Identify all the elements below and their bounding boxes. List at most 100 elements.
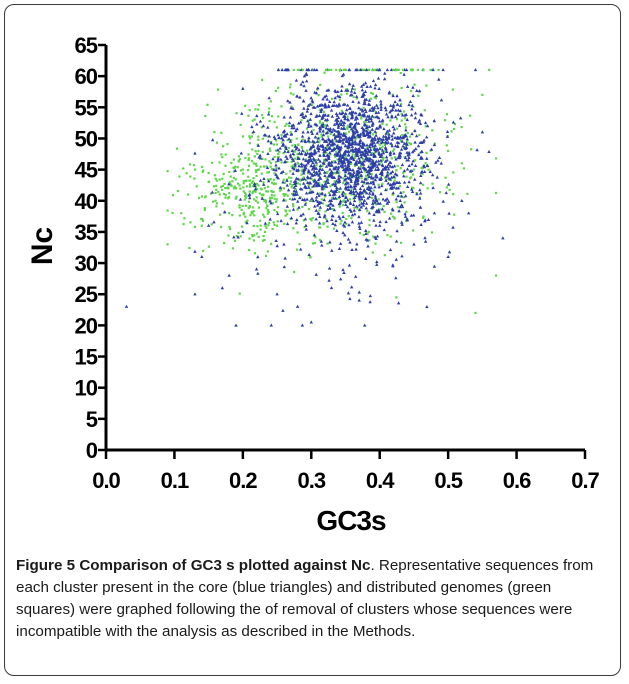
cloud-point-green: [325, 217, 328, 220]
cloud-point-blue: [308, 176, 313, 180]
cloud-point-green: [238, 158, 242, 161]
cloud-point-blue: [331, 203, 335, 207]
cloud-point-green: [381, 182, 384, 185]
cloud-point-blue: [359, 150, 363, 154]
cloud-point-blue: [358, 186, 363, 190]
cloud-point-blue: [344, 108, 349, 112]
cloud-point-green: [396, 164, 399, 168]
cloud-point-blue: [297, 148, 301, 152]
cloud-point-green: [242, 186, 245, 189]
y-tick-label: 35: [75, 220, 98, 245]
cloud-point-blue: [320, 167, 325, 171]
cloud-point-blue: [390, 169, 395, 173]
cloud-point-green: [267, 211, 271, 214]
cloud-point-blue: [393, 144, 398, 148]
cloud-point-blue: [400, 194, 404, 198]
data-point-series-0: [316, 211, 320, 215]
cloud-point-blue: [311, 161, 315, 165]
cap-point-green: [301, 68, 304, 72]
cloud-point-blue: [373, 83, 378, 87]
cloud-point-blue: [301, 157, 306, 161]
cloud-point-blue: [361, 162, 366, 166]
cloud-point-green: [393, 177, 396, 180]
data-point-series-1: [296, 162, 299, 165]
cloud-point-blue: [400, 139, 404, 143]
cloud-point-blue: [384, 147, 388, 151]
cloud-point-blue: [369, 119, 374, 123]
cloud-point-green: [368, 224, 371, 227]
cloud-point-blue: [417, 89, 422, 93]
cloud-point-green: [345, 217, 348, 221]
cloud-point-green: [402, 134, 405, 137]
cloud-point-green: [367, 145, 370, 148]
cloud-point-blue: [400, 205, 405, 209]
cloud-point-blue: [368, 84, 373, 88]
cloud-point-blue: [419, 112, 423, 116]
cloud-point-green: [382, 156, 385, 159]
cloud-point-blue: [451, 225, 455, 229]
cloud-point-blue: [357, 195, 361, 199]
data-point-series-1: [323, 124, 327, 128]
cloud-point-green: [266, 135, 270, 138]
data-point-series-0: [466, 211, 471, 215]
data-point-series-1: [426, 187, 429, 190]
cloud-point-blue: [293, 162, 297, 166]
cloud-point-blue: [357, 203, 362, 207]
cloud-point-green: [257, 108, 260, 111]
cloud-point-green: [262, 213, 265, 216]
cloud-point-blue: [372, 105, 377, 109]
cloud-point-blue: [301, 80, 305, 84]
cloud-point-green: [382, 158, 385, 162]
cloud-point-green: [383, 210, 386, 214]
cloud-point-blue: [346, 181, 350, 185]
cloud-point-green: [450, 130, 453, 133]
cloud-point-green: [379, 163, 382, 166]
cloud-point-green: [261, 239, 265, 242]
cloud-point-blue: [368, 294, 373, 298]
cloud-point-blue: [446, 182, 451, 186]
cloud-point-blue: [404, 128, 408, 132]
cloud-point-blue: [309, 124, 313, 128]
cloud-point-green: [383, 143, 387, 147]
cloud-point-blue: [403, 132, 408, 137]
cloud-point-blue: [374, 110, 378, 115]
cloud-point-blue: [372, 218, 376, 222]
cloud-point-green: [452, 171, 455, 174]
cloud-point-green: [386, 132, 390, 135]
cloud-point-green: [330, 97, 334, 100]
cloud-point-green: [222, 192, 226, 196]
cloud-point-blue: [286, 149, 290, 154]
cloud-point-blue: [373, 194, 378, 198]
cloud-point-blue: [265, 165, 270, 170]
cloud-point-blue: [373, 143, 377, 147]
cloud-point-blue: [375, 259, 379, 264]
cloud-point-green: [290, 186, 293, 189]
cloud-point-green: [292, 227, 295, 230]
cloud-point-blue: [399, 147, 404, 151]
cloud-point-blue: [359, 155, 364, 159]
cloud-point-green: [183, 217, 186, 220]
x-tick-label: 0.5: [434, 468, 462, 493]
cloud-point-green: [235, 112, 238, 115]
cloud-point-green: [359, 165, 363, 168]
cloud-point-blue: [348, 240, 352, 244]
cloud-point-green: [280, 134, 283, 137]
cloud-point-green: [251, 180, 255, 183]
cloud-point-blue: [335, 179, 339, 183]
cloud-point-blue: [367, 119, 371, 123]
cloud-point-blue: [362, 143, 366, 147]
cloud-point-blue: [375, 175, 379, 179]
cloud-point-green: [185, 172, 188, 175]
cloud-point-green: [201, 219, 205, 222]
cloud-point-blue: [352, 157, 356, 161]
cloud-point-green: [214, 191, 217, 195]
cloud-point-blue: [358, 139, 362, 143]
cloud-point-blue: [324, 179, 329, 183]
cloud-point-blue: [303, 202, 307, 206]
cloud-point-blue: [328, 99, 332, 103]
cloud-point-blue: [348, 297, 352, 301]
cloud-point-green: [295, 137, 298, 140]
cloud-point-green: [264, 158, 267, 161]
cloud-point-blue: [377, 209, 381, 213]
